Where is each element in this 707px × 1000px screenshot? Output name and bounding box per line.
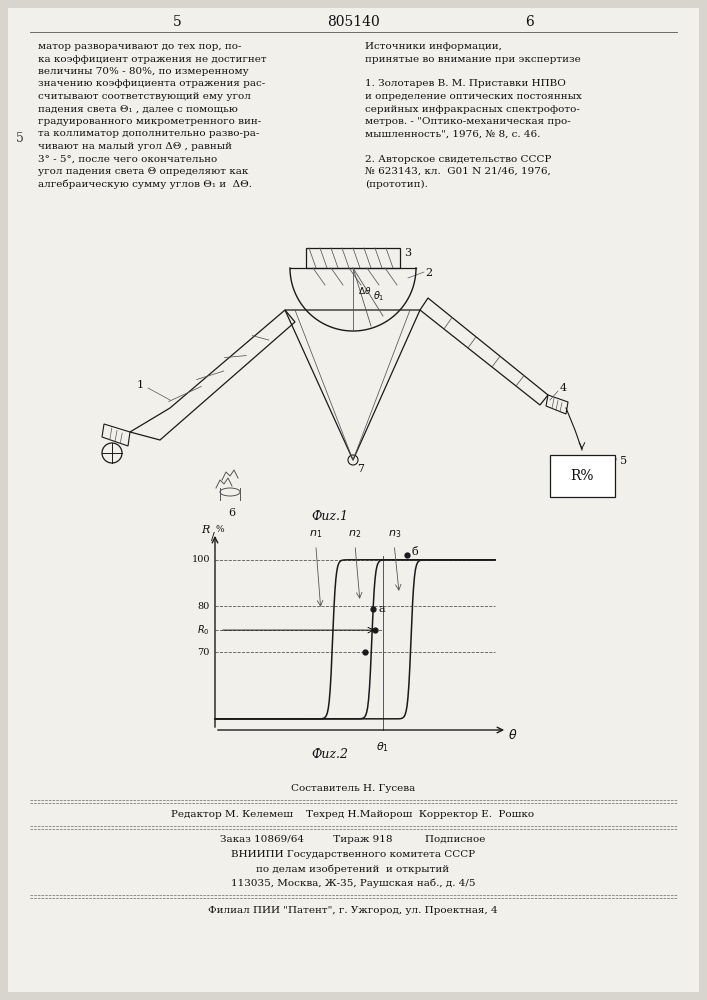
Text: $\theta$: $\theta$ (508, 728, 518, 742)
Text: 100: 100 (192, 555, 210, 564)
Text: 4: 4 (560, 383, 567, 393)
Text: 80: 80 (198, 602, 210, 611)
Text: 805140: 805140 (327, 15, 380, 29)
Text: $n_2$: $n_2$ (349, 528, 361, 540)
Text: $\theta_1$: $\theta_1$ (373, 289, 385, 303)
Text: ВНИИПИ Государственного комитета СССР: ВНИИПИ Государственного комитета СССР (231, 850, 475, 859)
Text: $\theta_1$: $\theta_1$ (377, 740, 390, 754)
Text: 5: 5 (173, 15, 182, 29)
Text: R: R (201, 525, 210, 535)
Text: 6: 6 (228, 508, 235, 518)
FancyBboxPatch shape (550, 455, 615, 497)
Text: Филиал ПИИ "Патент", г. Ужгород, ул. Проектная, 4: Филиал ПИИ "Патент", г. Ужгород, ул. Про… (208, 906, 498, 915)
Text: $n_3$: $n_3$ (387, 528, 401, 540)
Text: Заказ 10869/64         Тираж 918          Подписное: Заказ 10869/64 Тираж 918 Подписное (221, 835, 486, 844)
Text: 5: 5 (620, 456, 627, 466)
Text: %: % (216, 526, 225, 534)
Text: 6: 6 (525, 15, 534, 29)
FancyBboxPatch shape (8, 8, 699, 992)
Text: Источники информации,
принятые во внимание при экспертизе

1. Золотарев В. М. Пр: Источники информации, принятые во вниман… (365, 42, 582, 189)
Text: матор разворачивают до тех пор, по-
ка коэффициент отражения не достигнет
величи: матор разворачивают до тех пор, по- ка к… (38, 42, 267, 189)
Text: 70: 70 (198, 648, 210, 657)
Text: 1: 1 (136, 380, 144, 390)
Text: по делам изобретений  и открытий: по делам изобретений и открытий (257, 864, 450, 874)
Text: $R_0$: $R_0$ (197, 623, 210, 637)
Text: $\Delta\theta$: $\Delta\theta$ (358, 284, 371, 296)
Text: 7: 7 (357, 464, 364, 474)
Text: /: / (211, 532, 215, 542)
Text: a: a (378, 604, 385, 614)
Text: 5: 5 (16, 131, 24, 144)
Text: б: б (411, 547, 419, 557)
Text: Фuz.2: Фuz.2 (312, 748, 349, 761)
Text: 3: 3 (404, 248, 411, 258)
Text: Редактор М. Келемеш    Техред Н.Майорош  Корректор Е.  Рошко: Редактор М. Келемеш Техред Н.Майорош Кор… (171, 810, 534, 819)
Text: $n_1$: $n_1$ (309, 528, 322, 540)
Text: 113035, Москва, Ж-35, Раушская наб., д. 4/5: 113035, Москва, Ж-35, Раушская наб., д. … (230, 878, 475, 888)
Text: Составитель Н. Гусева: Составитель Н. Гусева (291, 784, 415, 793)
Text: R%: R% (571, 469, 595, 483)
Text: 2: 2 (425, 268, 432, 278)
Text: Фuz.1: Фuz.1 (312, 510, 349, 523)
